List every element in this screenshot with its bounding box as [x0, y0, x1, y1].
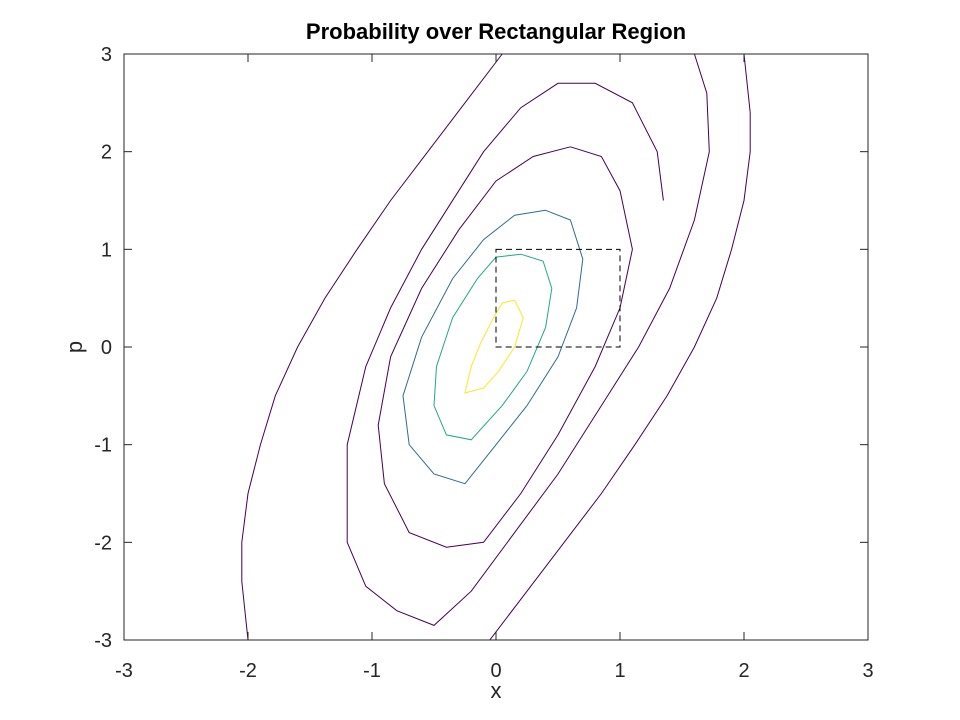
x-tick-label: -1 [363, 660, 381, 682]
contour-line-level-2 [346, 53, 710, 626]
contour-line-level-1 [489, 53, 751, 641]
axis-ticks: -3 -2 -1 0 1 2 3 -3 -2 -1 0 1 2 3 [94, 44, 873, 682]
y-tick-label: 1 [101, 239, 112, 261]
y-tick-label: -3 [94, 630, 112, 652]
contour-line-level-6 [464, 299, 524, 394]
x-axis-label: x [491, 678, 502, 703]
x-tick-label: 0 [490, 660, 501, 682]
chart-title: Probability over Rectangular Region [306, 19, 686, 44]
y-tick-label: 2 [101, 142, 112, 164]
x-tick-label: -3 [115, 660, 133, 682]
x-tick-label: 2 [738, 660, 749, 682]
y-tick-label: -2 [94, 532, 112, 554]
region-rectangle [495, 248, 621, 348]
y-tick-label: 0 [101, 337, 112, 359]
y-tick-label: -1 [94, 435, 112, 457]
x-tick-label: 3 [862, 660, 873, 682]
x-tick-label: 1 [614, 660, 625, 682]
contour-lines [241, 53, 751, 641]
contour-line-level-5 [433, 253, 553, 441]
contour-line-level-3 [377, 146, 633, 548]
contour-line-level-1 [241, 53, 503, 641]
y-tick-label: 3 [101, 44, 112, 66]
contour-line-level-4 [402, 209, 584, 485]
x-tick-label: -2 [239, 660, 257, 682]
y-axis-label: p [62, 341, 87, 353]
